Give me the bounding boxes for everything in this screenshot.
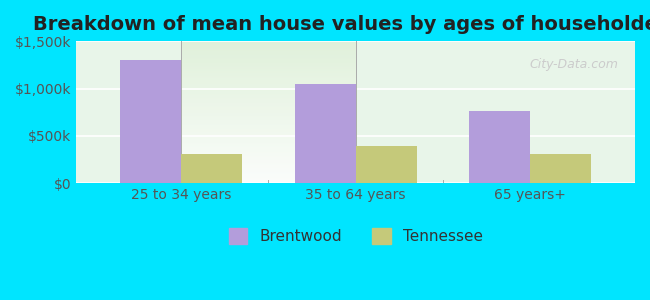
Title: Breakdown of mean house values by ages of householders: Breakdown of mean house values by ages o…	[32, 15, 650, 34]
Legend: Brentwood, Tennessee: Brentwood, Tennessee	[222, 222, 489, 250]
Bar	[469, 111, 530, 183]
Bar	[530, 154, 592, 183]
Bar	[294, 84, 356, 183]
Bar	[356, 146, 417, 183]
Bar	[181, 154, 242, 183]
Bar	[120, 60, 181, 183]
Text: City-Data.com: City-Data.com	[529, 58, 618, 71]
